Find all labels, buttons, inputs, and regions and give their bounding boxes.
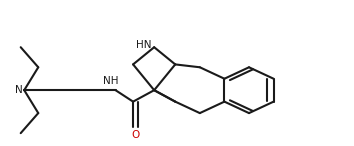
Text: NH: NH bbox=[103, 76, 118, 86]
Text: N: N bbox=[15, 85, 22, 95]
Text: O: O bbox=[131, 130, 140, 140]
Text: HN: HN bbox=[136, 40, 152, 50]
